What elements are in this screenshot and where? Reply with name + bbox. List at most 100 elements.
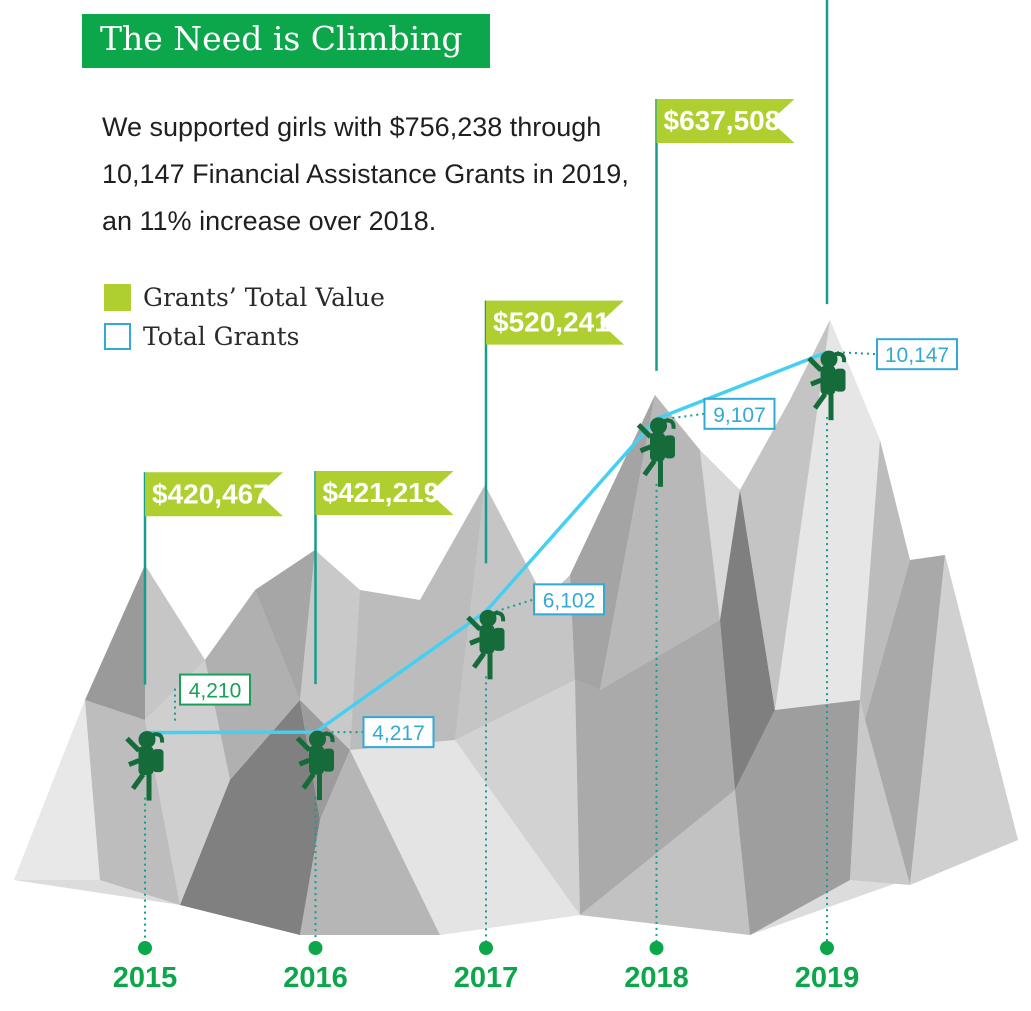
- climber-part: [471, 651, 487, 669]
- mountain-facet: [740, 320, 830, 710]
- mountain-facet: [255, 550, 315, 700]
- mountain-facet: [145, 565, 205, 720]
- year-label: 2018: [624, 962, 689, 994]
- grant-leader: [666, 412, 705, 420]
- grant-box: [533, 583, 605, 616]
- climber-part: [128, 758, 140, 767]
- legend-label-value: Grants’ Total Value: [143, 283, 385, 312]
- grant-box: [876, 338, 958, 371]
- year-dot: [649, 941, 664, 955]
- mountain-facet: [580, 790, 750, 935]
- climber-part: [636, 423, 653, 439]
- climber-part: [323, 748, 334, 772]
- value-flag: [656, 98, 795, 143]
- grant-label: 9,107: [713, 404, 766, 427]
- climber-part: [301, 772, 316, 790]
- year-dot: [308, 941, 323, 955]
- grant-label: 10,147: [885, 344, 949, 367]
- climber-part: [664, 418, 676, 430]
- climber-part: [309, 730, 326, 748]
- climber-part: [309, 745, 324, 775]
- mountain-facet: [910, 555, 1018, 885]
- climber-part: [298, 757, 311, 767]
- intro-line-3: an 11% increase over 2018.: [102, 206, 437, 236]
- year-label: 2015: [113, 962, 178, 994]
- intro-line-2: 10,147 Financial Assistance Grants in 20…: [102, 159, 629, 189]
- climber-part: [650, 417, 667, 435]
- chart-marks: $420,467$421,219$520,241$637,508$756,238…: [113, 0, 958, 994]
- mountain-facet: [720, 490, 775, 790]
- climber-part: [466, 615, 482, 632]
- climber-part: [130, 773, 146, 791]
- climber-part: [639, 444, 652, 454]
- climber-part: [493, 611, 506, 622]
- mountain-facet: [14, 700, 100, 880]
- mountain-facet: [85, 700, 180, 905]
- legend-swatch-grants: [104, 323, 131, 350]
- grant-leader: [836, 351, 878, 356]
- climber-icon: [125, 731, 165, 801]
- mountain-range: [14, 320, 1018, 935]
- climber-part: [807, 356, 823, 372]
- mountain-facet: [145, 660, 230, 905]
- climber-part: [323, 731, 335, 743]
- value-flag-label: $637,508: [664, 105, 781, 136]
- climber-part: [479, 609, 497, 627]
- legend-swatch-value: [104, 284, 131, 311]
- mountain-facet: [570, 395, 655, 690]
- chart-title: The Need is Climbing: [100, 19, 463, 58]
- grant-label: 4,217: [372, 722, 425, 745]
- value-flag-label: $421,219: [323, 477, 440, 508]
- climber-part: [295, 736, 312, 752]
- grant-leader: [174, 688, 180, 721]
- grant-leader: [495, 598, 535, 613]
- value-flag: [145, 472, 283, 517]
- climber-part: [469, 637, 481, 646]
- climber-part: [125, 736, 141, 753]
- climber-icon: [807, 350, 847, 421]
- year-dot: [479, 941, 493, 955]
- climber-part: [834, 368, 846, 392]
- mountain-facet: [735, 700, 860, 935]
- mountain-facet: [600, 395, 720, 690]
- climber-part: [812, 392, 828, 410]
- legend-item-value: Grants’ Total Value: [104, 283, 385, 312]
- year-label: 2016: [283, 962, 348, 994]
- value-flag: [315, 471, 454, 516]
- climber-part: [479, 624, 495, 654]
- value-flag: [486, 300, 624, 345]
- climber-icon: [295, 730, 335, 801]
- intro-text: We supported girls with $756,238 through…: [102, 104, 722, 245]
- grant-box: [362, 716, 435, 749]
- grant-box: [179, 673, 251, 706]
- year-dot: [820, 941, 834, 955]
- year-label: 2019: [795, 962, 860, 994]
- climber-part: [820, 365, 836, 395]
- grant-label: 4,210: [189, 680, 242, 703]
- mountain-facet: [85, 565, 145, 720]
- legend-item-grants: Total Grants: [104, 322, 299, 351]
- title-bar: [82, 14, 490, 68]
- climber-part: [493, 627, 505, 651]
- value-flag-label: $420,467: [152, 478, 269, 509]
- climber-part: [642, 459, 657, 477]
- legend-label-grants: Total Grants: [143, 322, 300, 351]
- mountain-facet: [350, 740, 580, 935]
- climber-part: [834, 351, 847, 363]
- mountain-facet: [865, 555, 945, 885]
- climber-part: [152, 732, 165, 743]
- climber-part: [664, 435, 675, 459]
- year-label: 2017: [454, 962, 519, 994]
- intro-line-1: We supported girls with $756,238 through: [102, 112, 602, 142]
- mountain-facet: [455, 680, 580, 915]
- year-dot: [138, 941, 152, 955]
- mountain-facet: [180, 700, 320, 935]
- climber-part: [650, 432, 665, 462]
- grant-box: [703, 397, 776, 430]
- mountain-facet: [860, 440, 910, 720]
- mountain-facet: [300, 750, 440, 935]
- climber-part: [810, 377, 822, 387]
- climber-icon: [636, 417, 676, 487]
- mountain-facet: [850, 700, 910, 885]
